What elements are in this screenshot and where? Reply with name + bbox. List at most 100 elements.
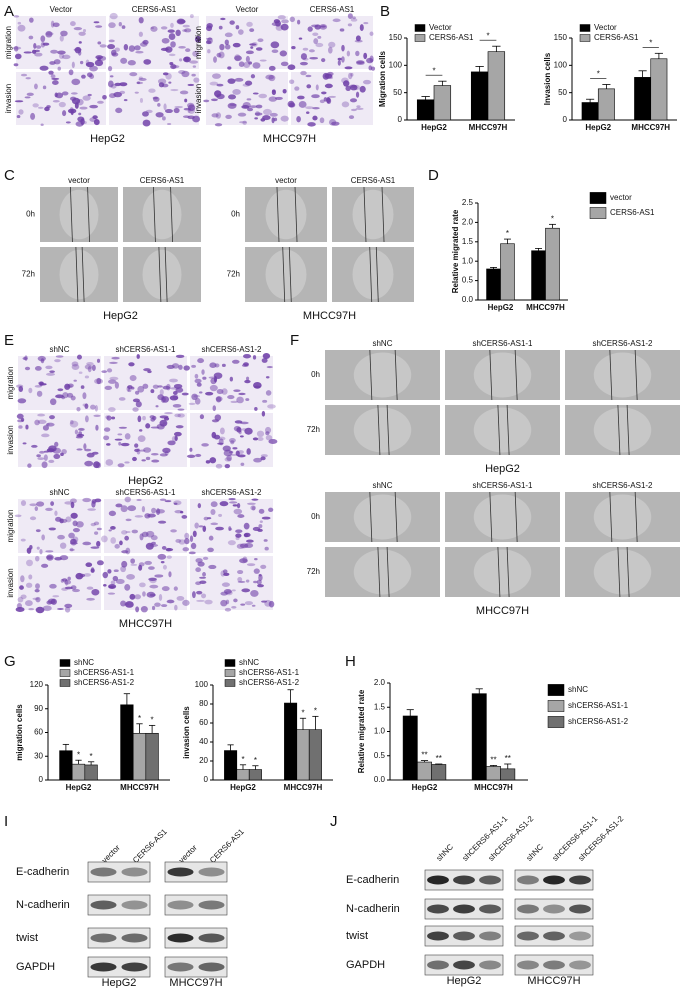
legend-label: CERS6-AS1	[594, 33, 639, 42]
significance: *	[301, 708, 304, 717]
cell-stain	[219, 501, 229, 507]
cell-stain	[157, 553, 167, 560]
cell-stain	[311, 24, 319, 28]
bar	[71, 763, 86, 781]
cell-stain	[268, 507, 274, 512]
cell-stain	[83, 573, 91, 577]
bar	[120, 704, 134, 781]
cell-stain	[253, 385, 261, 389]
cell-stain	[225, 590, 233, 596]
wound-edge	[294, 186, 298, 243]
cell-stain	[300, 70, 307, 76]
band	[167, 962, 194, 972]
cell-stain	[214, 123, 223, 127]
column-header: shCERS6-AS1-2	[201, 345, 262, 354]
band	[90, 962, 117, 972]
cell-stain	[162, 72, 169, 76]
cell-stain	[134, 45, 141, 51]
cell-stain	[246, 502, 256, 505]
wound-edge	[497, 404, 501, 456]
cell-stain	[158, 594, 163, 601]
cell-stain	[174, 509, 183, 514]
cell-stain	[233, 508, 243, 515]
cell-stain	[45, 507, 53, 511]
cell-stain	[222, 569, 228, 574]
cell-stain	[244, 601, 253, 606]
wound-edge	[489, 491, 493, 543]
cell-stain	[78, 112, 82, 116]
legend-label: shCERS6-AS1-1	[568, 701, 629, 710]
cell-stain	[232, 504, 238, 507]
cell-stain	[57, 534, 65, 540]
y-axis-label: migration cells	[15, 704, 24, 761]
band	[569, 904, 591, 914]
glow	[593, 494, 652, 540]
cell-stain	[181, 70, 190, 78]
row-label: 72h	[307, 425, 320, 434]
band	[121, 867, 148, 877]
cell-stain	[193, 394, 200, 398]
band	[453, 904, 475, 914]
row-label: 0h	[231, 210, 240, 219]
cell-stain	[110, 580, 116, 585]
y-tick-label: 0	[398, 115, 403, 124]
column-header: shCERS6-AS1-1	[115, 345, 176, 354]
band	[543, 875, 565, 885]
cell-stain	[114, 381, 120, 389]
bar	[284, 702, 298, 781]
cell-stain	[261, 516, 271, 520]
cell-stain	[160, 604, 168, 607]
cell-stain	[175, 387, 184, 393]
cell-stain	[157, 394, 165, 401]
cell-stain	[164, 412, 173, 415]
band	[90, 900, 117, 910]
cell-stain	[244, 427, 253, 435]
cell-stain	[93, 21, 100, 24]
bar	[470, 71, 489, 121]
cell-stain	[58, 101, 66, 108]
cell-stain	[212, 405, 217, 412]
x-tick-label: HepG2	[421, 123, 447, 132]
cell-stain	[166, 599, 175, 604]
cell-stain	[221, 388, 228, 395]
legend-label: shCERS6-AS1-2	[568, 717, 629, 726]
cell-stain	[189, 447, 193, 452]
cell-stain	[157, 78, 167, 85]
y-tick-label: 120	[30, 680, 44, 689]
row-label: 0h	[311, 512, 320, 521]
cell-stain	[72, 528, 80, 533]
cell-stain	[297, 95, 305, 100]
cell-stain	[344, 66, 353, 70]
band	[453, 875, 475, 885]
cell-stain	[42, 42, 50, 46]
cell-stain	[178, 364, 183, 370]
protein-label: N-cadherin	[346, 903, 400, 915]
cell-stain	[121, 560, 128, 568]
cell-stain	[347, 13, 353, 19]
cell-stain	[246, 448, 251, 455]
cell-stain	[75, 435, 83, 439]
cell-stain	[119, 540, 123, 546]
cell-stain	[215, 396, 222, 403]
cell-stain	[35, 596, 41, 603]
cell-stain	[202, 572, 206, 577]
cell-stain	[337, 57, 342, 61]
band	[569, 960, 591, 970]
cell-stain	[96, 377, 102, 385]
cell-stain	[268, 65, 276, 71]
cell-stain	[241, 105, 250, 109]
cell-stain	[69, 548, 75, 551]
cell-stain	[131, 529, 139, 534]
wound-edge	[153, 186, 156, 243]
band	[479, 875, 501, 885]
y-tick-label: 150	[554, 33, 568, 42]
bar	[402, 715, 418, 781]
cell-stain	[280, 115, 289, 122]
band	[121, 962, 148, 972]
cell-stain	[114, 544, 120, 549]
significance: *	[314, 706, 317, 715]
wound-edge	[514, 349, 518, 401]
cell-stain	[355, 35, 361, 42]
cell-stain	[106, 443, 111, 446]
